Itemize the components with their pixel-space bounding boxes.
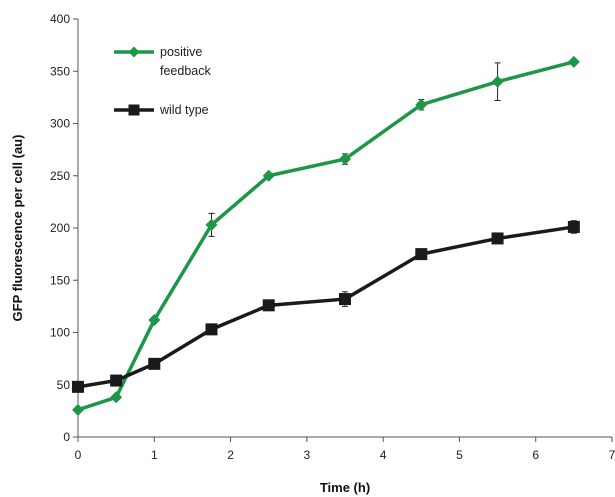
square-marker [72,380,84,393]
series-1 [72,220,580,393]
diamond-marker [339,153,351,166]
series-layer [72,55,580,416]
x-axis-title: Time (h) [320,480,370,495]
x-tick-label: 1 [151,448,158,462]
square-marker [415,248,428,261]
y-tick-label: 150 [50,273,70,287]
diamond-marker [148,313,161,326]
x-tick-label: 4 [380,448,387,462]
x-tick-label: 5 [456,448,463,462]
legend-label: positive [160,45,202,59]
y-tick-label: 0 [63,430,70,444]
square-marker [110,374,123,387]
diamond-marker [262,169,275,182]
y-tick-label: 300 [50,117,70,131]
square-marker [148,357,161,370]
x-tick-label: 2 [227,448,234,462]
diamond-marker [491,75,504,88]
diamond-marker [205,218,218,231]
x-tick-label: 6 [532,448,539,462]
diamond-marker [128,46,140,58]
square-marker [205,323,218,336]
ticks: 0 50 100 150 200 250 300 350 400 0 1 2 3 4 5 6 7 [50,12,615,462]
legend-item-0: positive feedback [114,45,211,78]
legend-item-1: wild type [114,103,209,117]
diamond-marker [72,403,84,416]
axes [77,19,612,438]
series-0 [72,55,580,416]
x-tick-label: 3 [304,448,311,462]
y-tick-label: 250 [50,169,70,183]
square-marker [491,232,504,245]
x-tick-label: 0 [75,448,82,462]
diamond-marker [415,98,428,111]
x-tick-label: 7 [609,448,615,462]
y-axis-title: GFP fluorescence per cell (au) [10,135,25,322]
square-marker [128,104,140,116]
diamond-marker [567,55,580,68]
y-tick-label: 200 [50,221,70,235]
legend: positive feedback wild type [114,45,211,117]
y-tick-label: 400 [50,12,70,26]
square-marker [262,299,275,312]
y-tick-label: 50 [57,378,71,392]
y-tick-label: 350 [50,64,70,78]
legend-label: wild type [159,103,209,117]
legend-label: feedback [160,64,211,78]
square-marker [567,220,580,233]
square-marker [339,293,351,306]
y-tick-label: 100 [50,326,70,340]
diamond-marker [110,391,123,404]
